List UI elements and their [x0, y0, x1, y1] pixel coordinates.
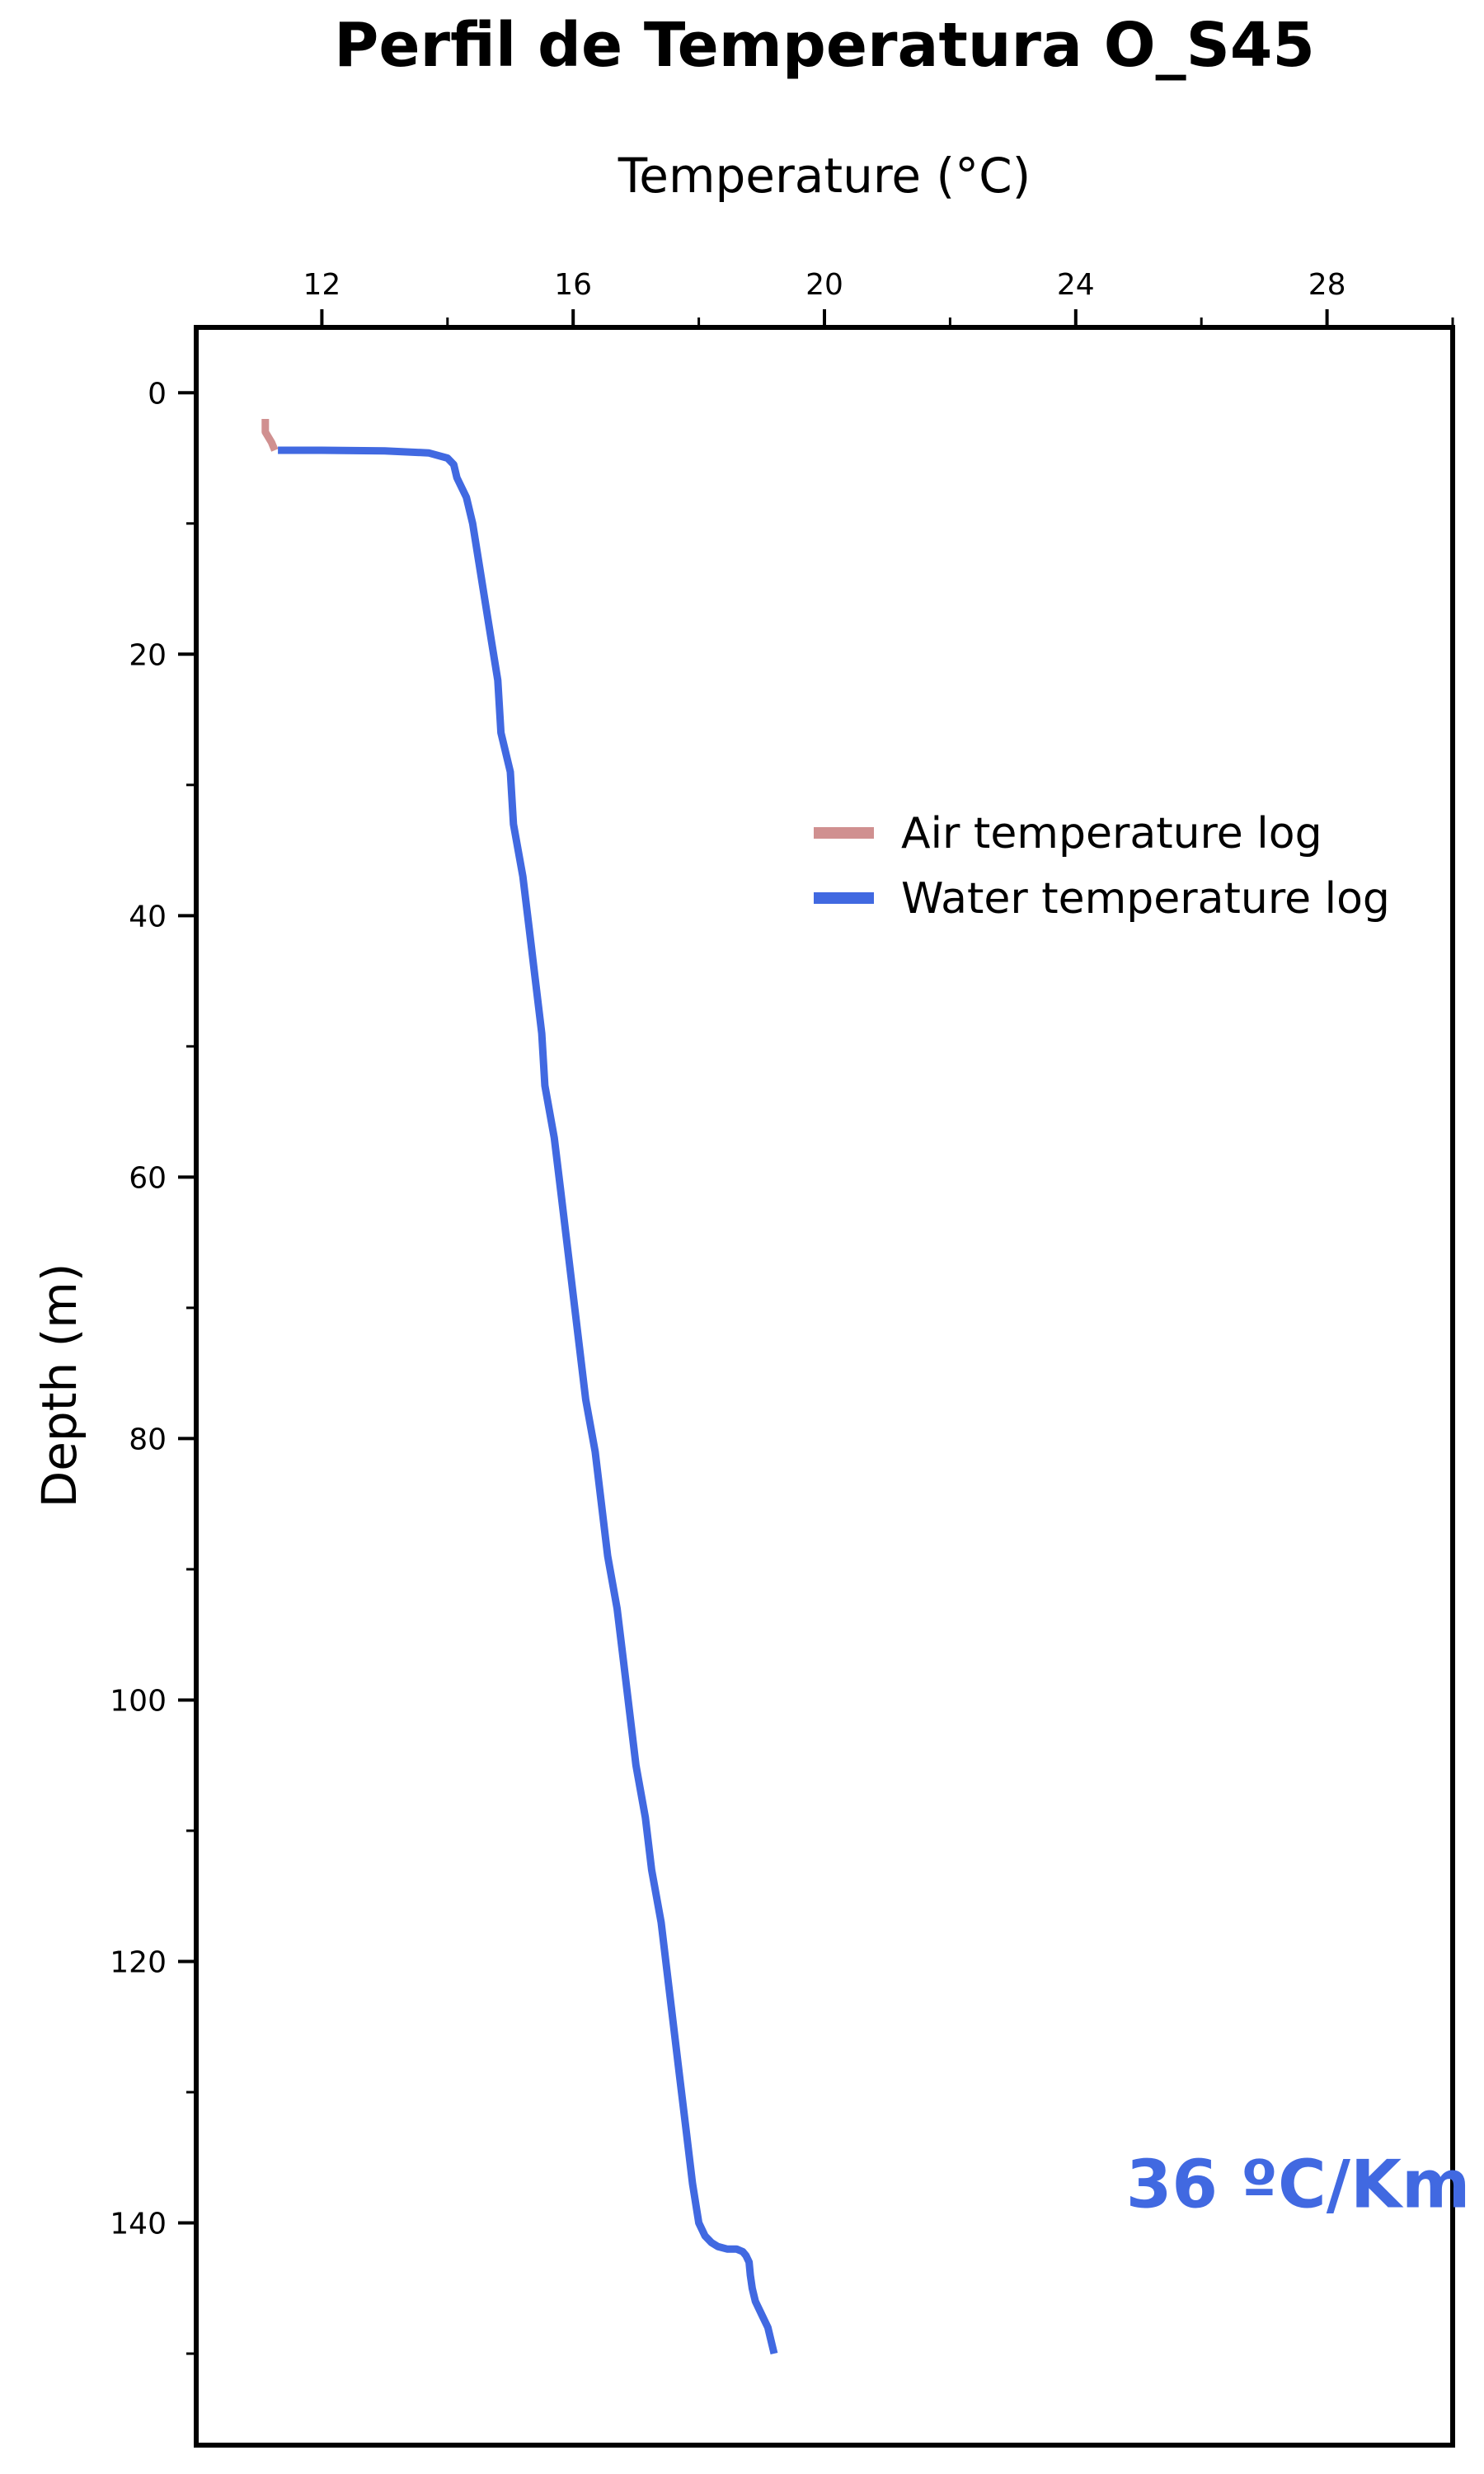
plot-series [261, 419, 778, 2355]
y-tick-label: 20 [129, 638, 167, 672]
y-tick-label: 140 [110, 2208, 167, 2241]
plot-frame [194, 325, 1455, 2448]
gradient-annotation: 36 ºC/Km [1126, 2146, 1471, 2222]
y-axis-label: Depth (m) [31, 1263, 87, 1508]
legend-label-air: Air temperature log [901, 809, 1322, 858]
axis-ticks: 12 16 20 24 28 0 20 40 60 80 100 120 140 [110, 268, 1454, 2355]
x-tick-label: 12 [303, 268, 340, 302]
y-tick-label: 100 [110, 1684, 167, 1718]
water-temperature-line [278, 446, 778, 2355]
y-tick-label: 40 [129, 900, 167, 934]
x-tick-label: 16 [554, 268, 592, 302]
y-tick-label: 80 [129, 1423, 167, 1456]
legend-label-water: Water temperature log [901, 874, 1390, 924]
x-axis-label: Temperature (°C) [618, 148, 1031, 204]
x-tick-label: 20 [805, 268, 843, 302]
y-tick-label: 60 [129, 1161, 167, 1195]
y-tick-label: 0 [148, 377, 167, 411]
air-temperature-line [261, 419, 279, 452]
x-tick-label: 24 [1057, 268, 1095, 302]
x-tick-label: 28 [1308, 268, 1346, 302]
chart-title: Perfil de Temperatura O_S45 [334, 10, 1315, 81]
legend: Air temperature log Water temperature lo… [814, 809, 1390, 924]
y-tick-label: 120 [110, 1945, 167, 1979]
